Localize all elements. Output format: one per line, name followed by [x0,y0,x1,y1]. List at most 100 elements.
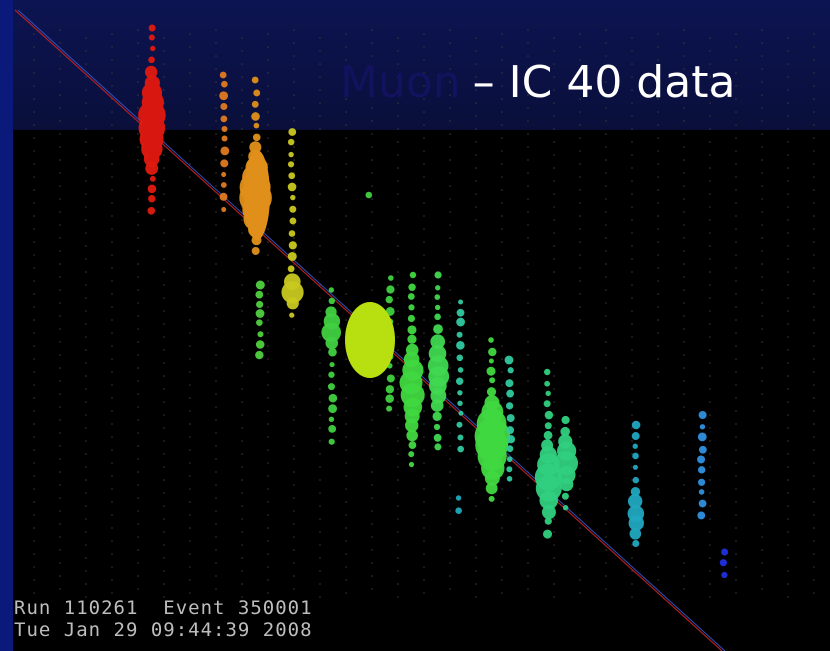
grid-dot [475,453,477,455]
grid-dot [761,393,763,395]
grid-dot [449,120,451,122]
hit [720,559,727,566]
grid-dot [59,107,61,109]
grid-dot [215,289,217,291]
grid-dot [267,475,269,477]
grid-dot [371,211,373,213]
grid-dot [163,375,165,377]
grid-dot [59,68,61,70]
grid-dot [605,289,607,291]
grid-dot [85,375,87,377]
grid-dot [241,167,243,169]
grid-dot [59,549,61,551]
grid-dot [579,449,581,451]
grid-dot [397,388,399,390]
grid-dot [33,436,35,438]
grid-dot [33,293,35,295]
grid-dot [345,488,347,490]
grid-dot [553,544,555,546]
grid-dot [501,358,503,360]
grid-dot [215,523,217,525]
grid-dot [475,596,477,598]
grid-dot [59,497,61,499]
grid-dot [215,185,217,187]
grid-dot [475,583,477,585]
grid-dot [241,141,243,143]
grid-dot [397,479,399,481]
grid-dot [111,475,113,477]
grid-dot [111,176,113,178]
grid-dot [137,172,139,174]
hit [328,425,336,433]
grid-dot [735,501,737,503]
grid-dot [475,544,477,546]
grid-dot [397,466,399,468]
grid-dot [553,440,555,442]
grid-dot [657,189,659,191]
hit [630,528,642,540]
hit [633,477,639,483]
hit [486,482,498,494]
grid-dot [553,284,555,286]
grid-dot [33,111,35,113]
hit [149,34,155,40]
grid-dot [189,488,191,490]
grid-dot [33,59,35,61]
grid-dot [215,120,217,122]
grid-dot [475,219,477,221]
grid-dot [293,94,295,96]
hit [697,512,705,520]
grid-dot [813,202,815,204]
grid-dot [449,549,451,551]
grid-dot [787,414,789,416]
grid-dot [163,349,165,351]
grid-dot [33,410,35,412]
grid-dot [709,453,711,455]
hit [456,341,465,350]
grid-dot [787,258,789,260]
grid-dot [423,553,425,555]
grid-dot [371,406,373,408]
grid-dot [397,310,399,312]
grid-dot [787,167,789,169]
grid-dot [605,549,607,551]
grid-dot [761,172,763,174]
grid-dot [33,488,35,490]
grid-dot [579,215,581,217]
grid-dot [397,401,399,403]
hit [252,77,259,84]
grid-dot [241,102,243,104]
grid-dot [787,349,789,351]
grid-dot [319,115,321,117]
grid-dot [709,570,711,572]
grid-dot [137,562,139,564]
hit [386,285,394,293]
grid-dot [787,89,789,91]
grid-dot [189,540,191,542]
grid-dot [215,432,217,434]
grid-dot [397,583,399,585]
grid-dot [85,427,87,429]
hit [545,391,550,396]
grid-dot [553,258,555,260]
grid-dot [735,306,737,308]
grid-dot [33,579,35,581]
grid-dot [319,349,321,351]
grid-dot [787,362,789,364]
grid-dot [813,566,815,568]
grid-dot [605,575,607,577]
grid-dot [735,254,737,256]
grid-dot [85,89,87,91]
grid-dot [111,410,113,412]
grid-dot [189,215,191,217]
page: Muon– IC 40 data Run 110261 Event 350001… [0,0,830,651]
event-info: Run 110261 Event 350001 [14,597,313,619]
grid-dot [501,553,503,555]
grid-dot [33,514,35,516]
grid-dot [475,505,477,507]
grid-dot [59,81,61,83]
grid-dot [163,531,165,533]
grid-dot [579,33,581,35]
grid-dot [787,219,789,221]
grid-dot [787,336,789,338]
